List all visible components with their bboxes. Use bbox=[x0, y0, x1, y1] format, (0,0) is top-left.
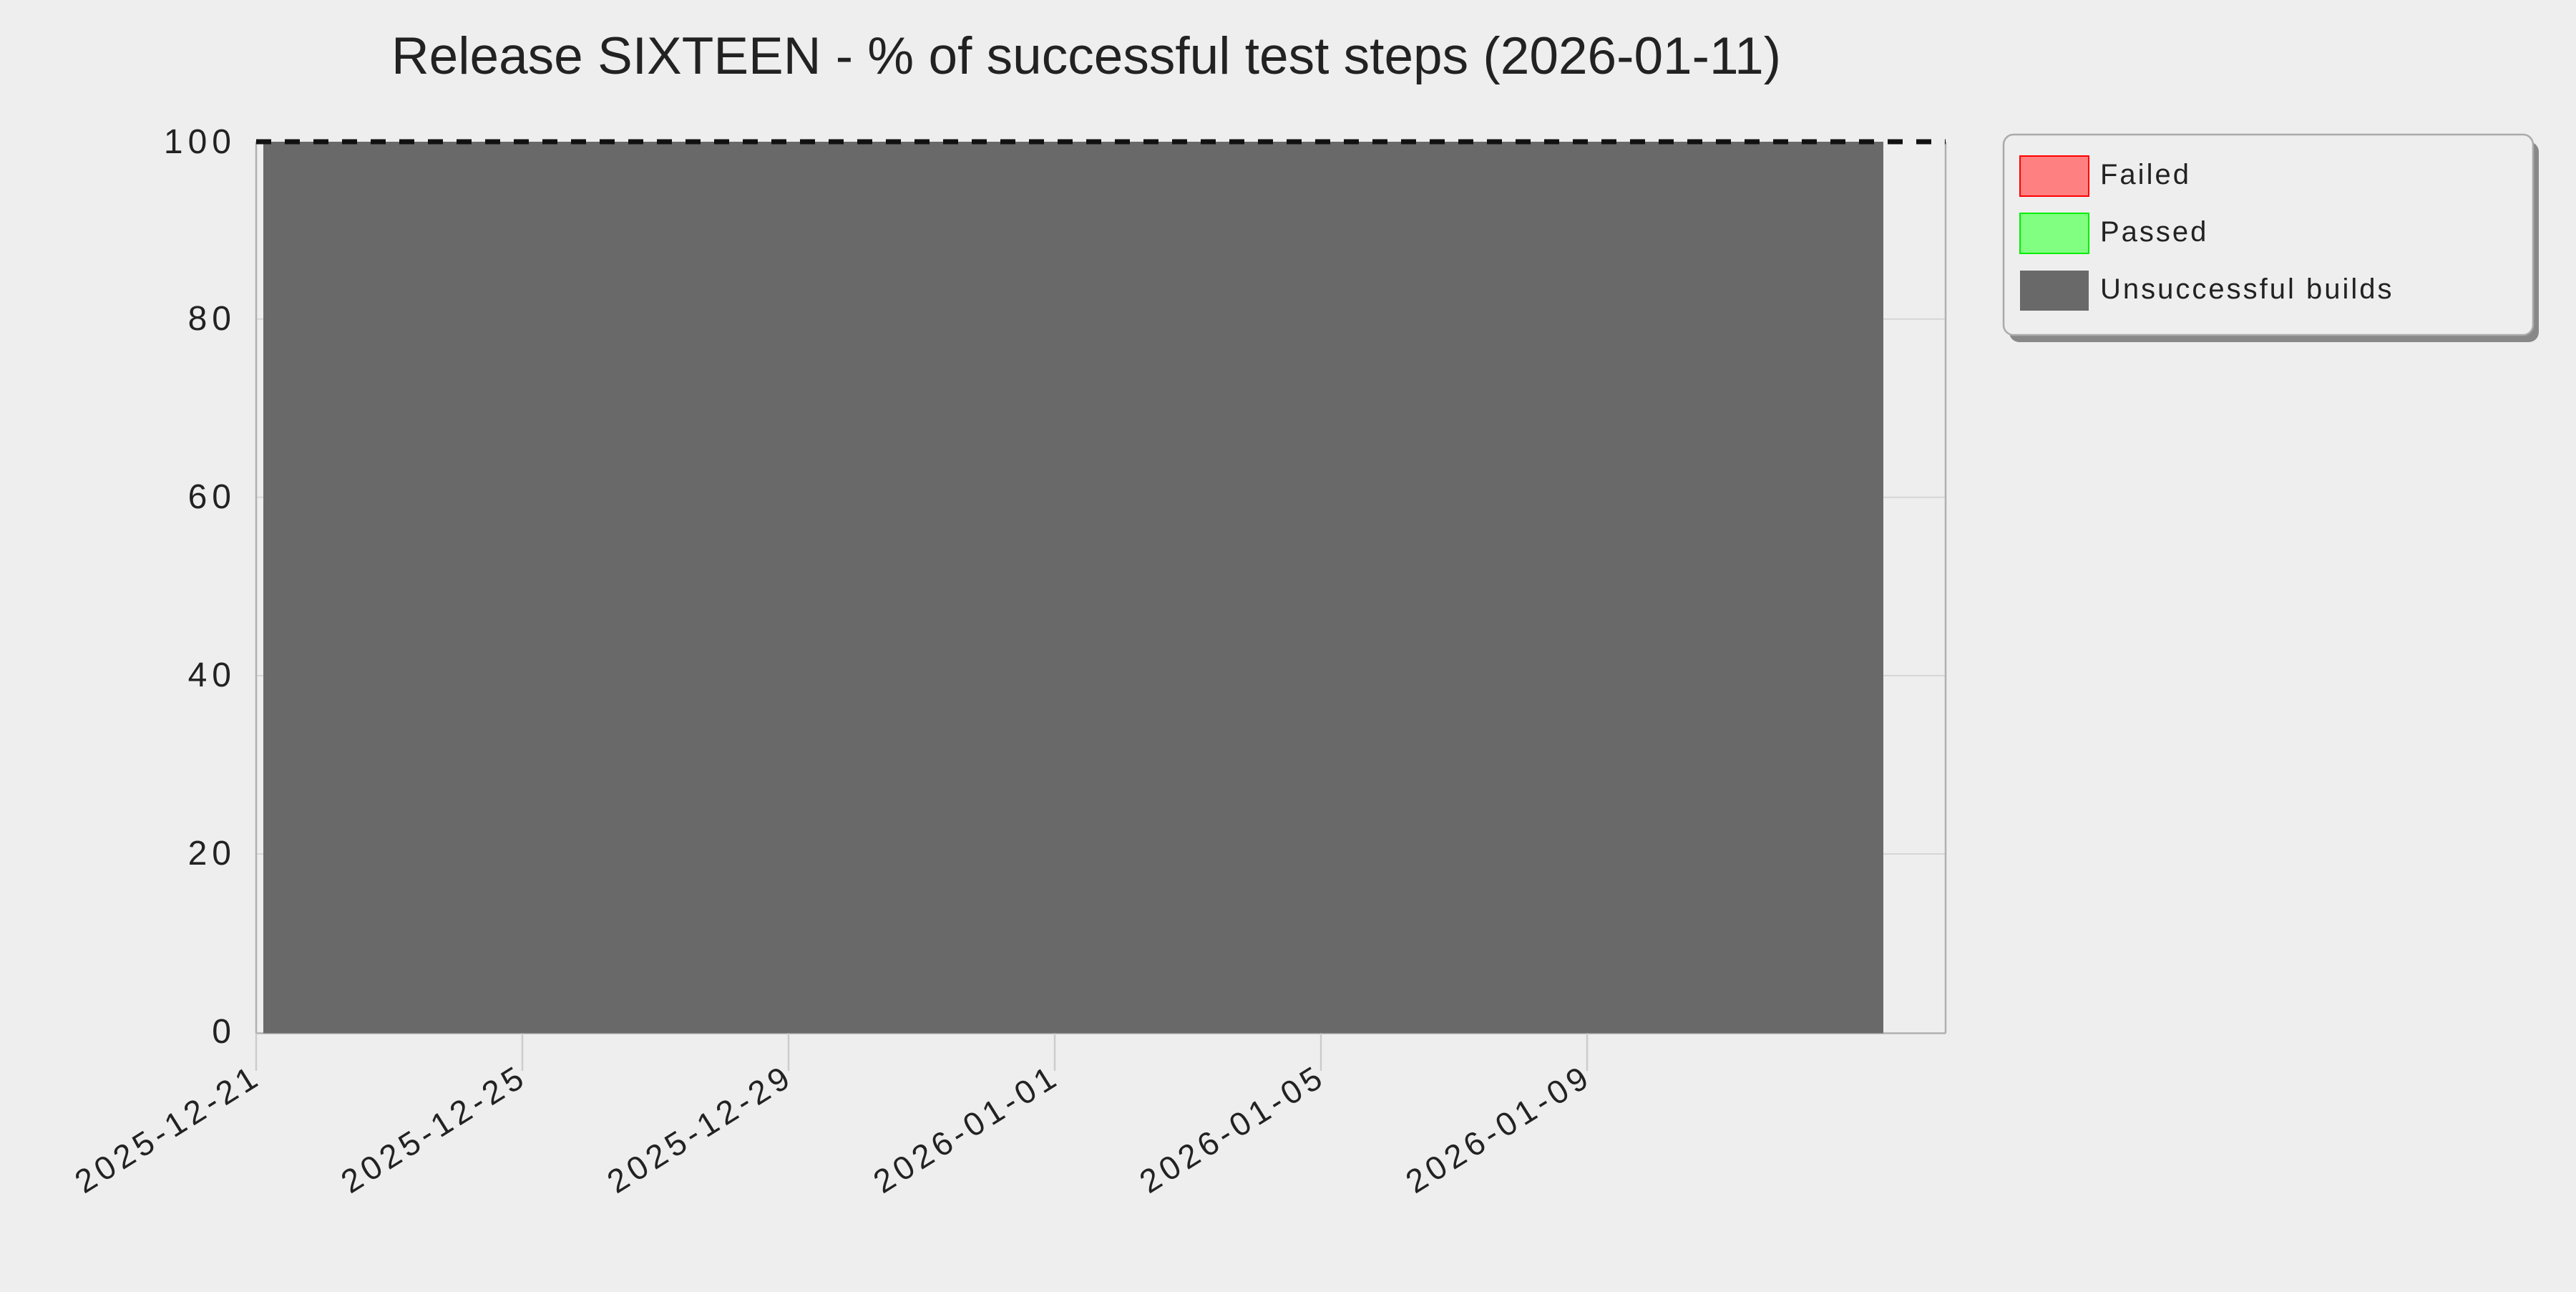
svg-text:Passed: Passed bbox=[2100, 216, 2208, 248]
svg-text:0: 0 bbox=[212, 1013, 236, 1051]
svg-text:20: 20 bbox=[188, 835, 236, 873]
svg-text:60: 60 bbox=[188, 478, 236, 516]
svg-text:100: 100 bbox=[164, 123, 236, 161]
svg-text:Unsuccessful builds: Unsuccessful builds bbox=[2100, 273, 2394, 305]
svg-text:80: 80 bbox=[188, 300, 236, 338]
svg-text:Release SIXTEEN - % of success: Release SIXTEEN - % of successful test s… bbox=[391, 27, 1781, 85]
svg-text:Failed: Failed bbox=[2100, 159, 2191, 190]
svg-text:40: 40 bbox=[188, 656, 236, 694]
